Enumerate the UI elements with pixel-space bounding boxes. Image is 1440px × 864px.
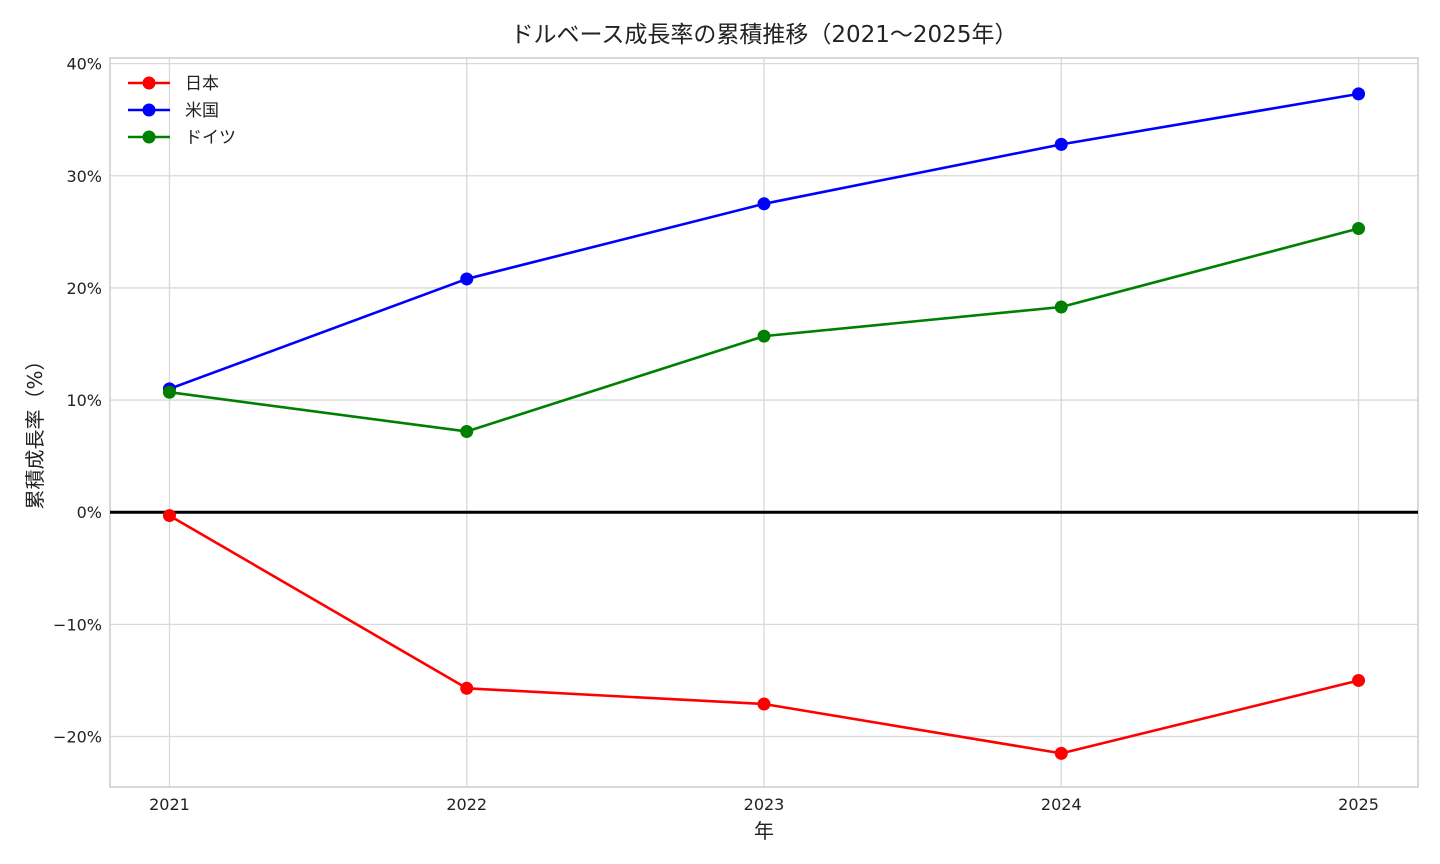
legend-marker [142, 130, 156, 144]
chart-title: ドルベース成長率の累積推移（2021〜2025年） [511, 22, 1018, 48]
series-3 [162, 221, 1366, 438]
y-tick-label: 40% [66, 55, 102, 74]
y-tick-label: 10% [66, 391, 102, 410]
legend-item: 米国 [128, 101, 219, 121]
legend-label: ドイツ [185, 128, 236, 148]
y-tick-label: 20% [66, 279, 102, 298]
data-point [757, 197, 771, 211]
data-point [757, 697, 771, 711]
legend-label: 日本 [185, 74, 219, 94]
y-tick-label: 0% [77, 503, 102, 522]
data-point [1054, 300, 1068, 314]
x-tick-label: 2022 [446, 795, 487, 814]
series-1 [162, 509, 1366, 760]
data-point [1054, 746, 1068, 760]
data-point [162, 385, 176, 399]
x-tick-label: 2021 [149, 795, 190, 814]
data-point [1054, 137, 1068, 151]
legend-item: ドイツ [128, 128, 236, 148]
data-point [757, 329, 771, 343]
y-tick-label: −20% [53, 728, 102, 747]
x-axis-label: 年 [754, 819, 774, 843]
y-tick-label: −10% [53, 615, 102, 634]
legend-marker [142, 76, 156, 90]
legend-marker [142, 103, 156, 117]
plot-frame [109, 57, 1419, 788]
data-point [1352, 87, 1366, 101]
legend-label: 米国 [185, 101, 219, 121]
data-point [460, 272, 474, 286]
y-axis-label: 累積成長率（%） [23, 350, 47, 509]
y-tick-label: 30% [66, 167, 102, 186]
data-point [1352, 673, 1366, 687]
x-tick-label: 2023 [744, 795, 785, 814]
x-tick-label: 2024 [1041, 795, 1082, 814]
x-tick-labels: 2021 2022 2023 2024 2025 [149, 795, 1379, 814]
data-point [460, 681, 474, 695]
y-tick-labels: −20% −10% 0% 10% 20% 30% 40% [53, 55, 102, 747]
data-point [1352, 221, 1366, 235]
series-group [162, 87, 1366, 760]
data-point [460, 424, 474, 438]
legend-item: 日本 [128, 74, 219, 94]
data-point [162, 509, 176, 523]
x-tick-label: 2025 [1338, 795, 1379, 814]
